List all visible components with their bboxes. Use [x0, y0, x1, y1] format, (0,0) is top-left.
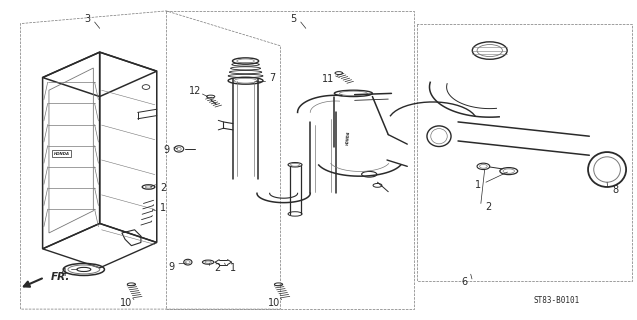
- Text: 10: 10: [120, 298, 132, 308]
- Text: 11: 11: [322, 74, 334, 84]
- Text: 8: 8: [612, 185, 619, 195]
- Text: 4: 4: [61, 268, 67, 278]
- Text: 3: 3: [84, 14, 90, 24]
- Text: 6: 6: [461, 277, 468, 287]
- Text: 1: 1: [160, 203, 166, 212]
- Text: 2: 2: [485, 202, 492, 212]
- Text: 5: 5: [290, 14, 296, 24]
- Text: 9: 9: [163, 146, 169, 156]
- Text: 1: 1: [230, 263, 236, 273]
- Text: 2: 2: [214, 263, 220, 273]
- Text: 12: 12: [189, 86, 201, 96]
- Text: 1: 1: [475, 180, 482, 190]
- Text: HONDA: HONDA: [54, 152, 69, 156]
- Text: 7: 7: [269, 73, 275, 83]
- Text: HONDA: HONDA: [347, 131, 352, 145]
- Text: ST83-B0101: ST83-B0101: [533, 296, 580, 305]
- Text: FR.: FR.: [51, 272, 70, 282]
- Text: 10: 10: [268, 298, 280, 308]
- Text: 2: 2: [160, 183, 166, 193]
- Text: 9: 9: [168, 262, 175, 272]
